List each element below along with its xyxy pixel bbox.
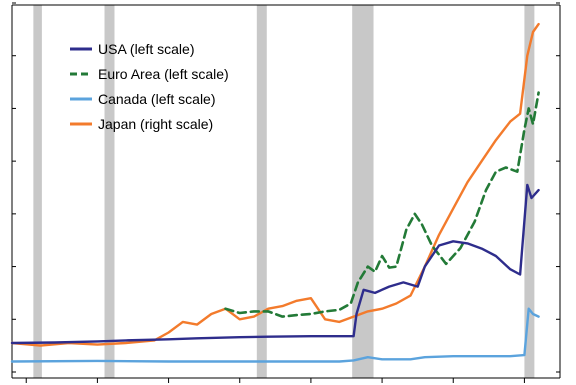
- legend-label-usa: USA (left scale): [98, 41, 194, 57]
- legend-label-euro-area: Euro Area (left scale): [98, 66, 229, 82]
- series-line-usa: [10, 183, 540, 345]
- series-line-japan: [10, 22, 540, 347]
- series-line-canada: [10, 307, 540, 363]
- legend-label-japan: Japan (right scale): [98, 116, 213, 132]
- recession-bands: [33, 5, 535, 378]
- legend: USA (left scale) Euro Area (left scale) …: [70, 41, 229, 132]
- series-line-euro-area: [224, 91, 540, 318]
- legend-label-canada: Canada (left scale): [98, 91, 216, 107]
- axis-ticks: [12, 2, 560, 383]
- series-lines: [10, 22, 540, 363]
- recession-band-3: [256, 5, 267, 378]
- recession-band-2: [104, 5, 115, 378]
- recession-band-1: [33, 5, 42, 378]
